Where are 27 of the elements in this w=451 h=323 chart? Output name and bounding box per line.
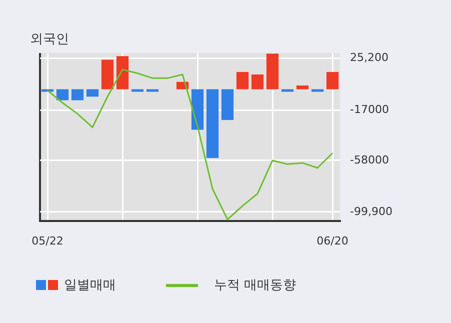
- x-tick-label: 06/20: [316, 234, 348, 248]
- bar: [251, 74, 264, 90]
- bar: [221, 89, 234, 120]
- bar: [146, 89, 159, 92]
- bar: [326, 72, 339, 90]
- bar: [296, 86, 309, 90]
- y-tick-label: -99,900: [350, 204, 392, 218]
- legend-label: 일별매매: [64, 277, 116, 294]
- y-tick-label: -58000: [350, 153, 389, 166]
- bar: [71, 89, 84, 100]
- bar: [131, 89, 144, 92]
- bar: [266, 54, 279, 90]
- x-tick-label: 05/22: [32, 234, 64, 248]
- bar: [56, 89, 69, 100]
- legend-label: 누적 매매동향: [214, 277, 296, 294]
- bar: [101, 60, 114, 90]
- bar: [116, 56, 129, 90]
- y-tick-label: -17000: [350, 102, 389, 116]
- bar: [311, 89, 324, 92]
- y-tick-label: 25,200: [350, 51, 388, 64]
- bar: [41, 89, 54, 92]
- bar: [191, 89, 204, 130]
- chart-title: 외국인: [30, 31, 69, 48]
- bar: [281, 89, 294, 92]
- bar: [236, 72, 249, 90]
- bar: [86, 89, 99, 97]
- bar: [206, 89, 219, 158]
